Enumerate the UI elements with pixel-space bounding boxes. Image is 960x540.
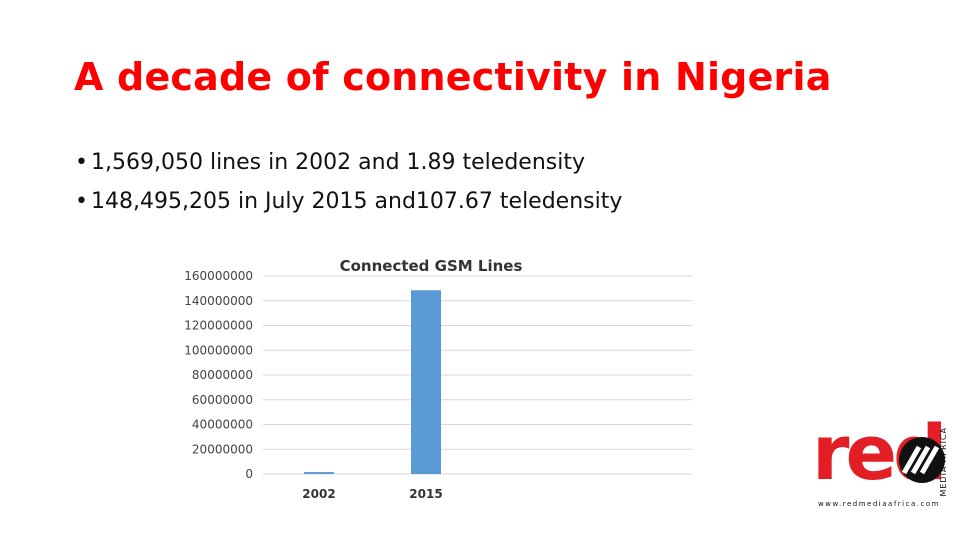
slide-title: A decade of connectivity in Nigeria xyxy=(74,55,832,99)
y-tick-label: 40000000 xyxy=(192,418,253,432)
y-tick-label: 100000000 xyxy=(184,343,253,357)
y-tick-label: 160000000 xyxy=(184,269,253,283)
y-tick-label: 0 xyxy=(245,467,253,481)
y-tick-label: 80000000 xyxy=(192,368,253,382)
bullet-item: • 1,569,050 lines in 2002 and 1.89 telede… xyxy=(75,143,622,182)
bar-2015 xyxy=(411,290,441,474)
red-media-africa-logo: red MEDIA AFRICA www.redmediaafrica.com xyxy=(812,413,952,515)
bullet-text: 148,495,205 in July 2015 and107.67 teled… xyxy=(91,189,623,214)
y-axis-ticks: 0 20000000 40000000 60000000 80000000 1000000… xyxy=(184,269,253,481)
bar-chart: 0 20000000 40000000 60000000 80000000 1000000… xyxy=(184,257,692,501)
bullet-marker: • xyxy=(75,150,88,175)
chart-title: Connected GSM Lines xyxy=(340,257,523,275)
y-tick-label: 120000000 xyxy=(184,319,253,333)
y-tick-label: 20000000 xyxy=(192,442,253,456)
x-tick-label: 2002 xyxy=(302,487,335,501)
x-tick-label: 2015 xyxy=(409,487,442,501)
bar-2002 xyxy=(304,472,334,474)
bullet-marker: • xyxy=(75,189,88,214)
bullet-list: • 1,569,050 lines in 2002 and 1.89 telede… xyxy=(75,143,622,221)
x-axis-ticks: 2002 2015 xyxy=(302,487,442,501)
logo-side-text: MEDIA AFRICA xyxy=(939,427,948,497)
logo-stripes-icon xyxy=(899,437,945,483)
bullet-item: • 148,495,205 in July 2015 and107.67 tele… xyxy=(75,182,622,221)
y-tick-label: 60000000 xyxy=(192,393,253,407)
grid-lines xyxy=(263,275,692,475)
y-tick-label: 140000000 xyxy=(184,294,253,308)
logo-url: www.redmediaafrica.com xyxy=(818,500,940,508)
bars xyxy=(304,290,441,474)
bullet-text: 1,569,050 lines in 2002 and 1.89 teleden… xyxy=(91,150,585,175)
